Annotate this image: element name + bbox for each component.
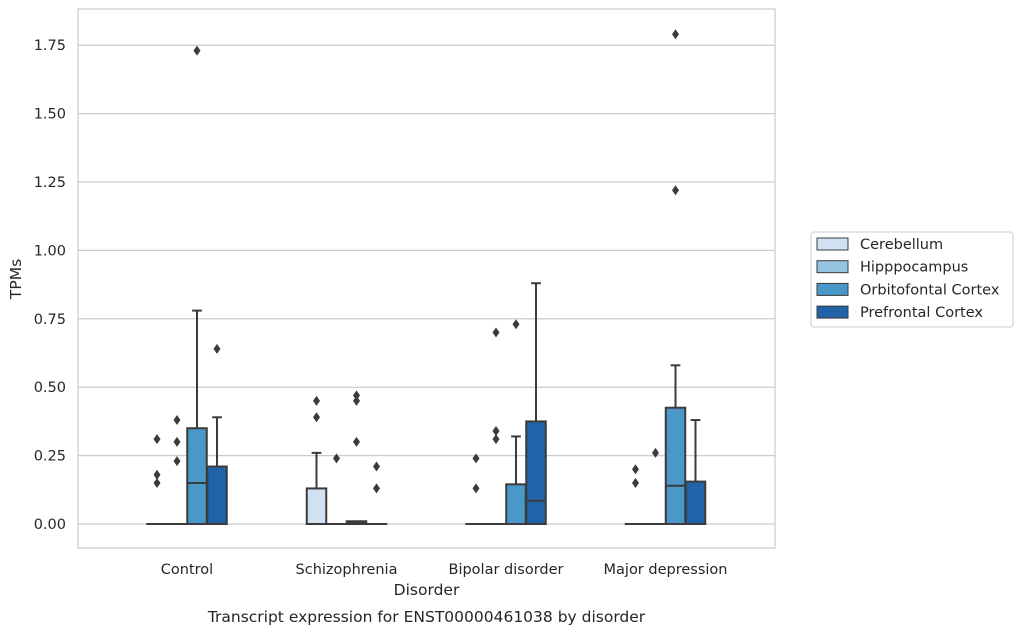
x-tick-label: Control <box>161 562 213 578</box>
box-3-1 <box>186 45 208 525</box>
y-axis-label: TPMs <box>7 259 25 300</box>
outlier-point <box>632 464 639 475</box>
y-tick-label: 0.75 <box>34 312 66 328</box>
legend: Cerebellum Hipppocampus Orbitofontal Corte… <box>810 231 1014 328</box>
chart-caption: Transcript expression for ENST0000046103… <box>207 608 646 626</box>
outlier-point <box>213 343 221 354</box>
box-1-3 <box>465 453 487 526</box>
box-1-4 <box>624 464 647 526</box>
box-body <box>525 420 547 525</box>
box-body <box>186 427 208 525</box>
outlier-point <box>153 434 161 445</box>
outlier-point <box>472 483 480 494</box>
y-tick-label: 1.00 <box>34 243 66 259</box>
legend-swatch <box>816 237 849 251</box>
x-tick-label: Schizophrenia <box>296 562 398 578</box>
box-2-2 <box>325 453 348 526</box>
box-body <box>684 480 707 526</box>
box-4-1 <box>206 343 228 526</box>
outlier-point <box>173 436 181 447</box>
box-4-2 <box>365 461 388 526</box>
box-4-3 <box>525 282 547 525</box>
box-body <box>664 406 687 525</box>
box-3-3 <box>505 319 527 526</box>
outlier-point <box>373 483 380 494</box>
outlier-point <box>313 412 320 423</box>
outlier-point <box>632 477 639 488</box>
box-body <box>505 483 527 526</box>
x-axis-label: Disorder <box>394 581 460 599</box>
legend-entry: Prefrontal Cortex <box>860 305 983 321</box>
outlier-point <box>353 390 360 401</box>
box-3-4 <box>664 29 687 525</box>
box-body <box>206 465 228 526</box>
outlier-point <box>353 395 360 406</box>
outlier-point <box>313 395 320 406</box>
y-tick-label: 0.50 <box>34 380 66 396</box>
outlier-point <box>512 319 520 330</box>
outlier-point <box>672 29 679 40</box>
y-axis-ticks: 0.00 0.25 0.50 0.75 1.00 1.25 1.50 1.75 <box>34 38 66 533</box>
legend-entry: Orbitofontal Cortex <box>860 282 1000 298</box>
y-tick-label: 1.75 <box>34 38 66 54</box>
outlier-point <box>153 477 161 488</box>
outlier-point <box>193 45 201 56</box>
box-3-2 <box>345 390 368 525</box>
legend-frame <box>810 231 1014 328</box>
legend-entry: Cerebellum <box>860 237 943 253</box>
outlier-point <box>353 436 360 447</box>
box-plot-area <box>146 29 707 526</box>
box-2-4 <box>644 447 667 526</box>
box-4-4 <box>684 419 707 526</box>
outlier-point <box>672 185 679 196</box>
plot-frame <box>77 8 776 549</box>
box-1-1 <box>146 434 168 526</box>
outlier-point <box>173 415 181 426</box>
x-axis-ticks: Control Schizophrenia Bipolar disorder Majo… <box>161 562 728 578</box>
box-1-2 <box>305 395 328 526</box>
y-tick-label: 0.25 <box>34 449 66 465</box>
x-tick-label: Major depression <box>604 562 728 578</box>
outlier-point <box>492 425 500 436</box>
legend-entry: Hipppocampus <box>860 260 968 276</box>
y-tick-label: 1.25 <box>34 175 66 191</box>
outlier-point <box>173 456 181 467</box>
outlier-point <box>373 461 380 472</box>
box-body <box>305 487 328 526</box>
outlier-point <box>652 447 659 458</box>
legend-swatch <box>816 305 849 319</box>
legend-swatch <box>816 260 849 274</box>
y-tick-label: 1.50 <box>34 107 66 123</box>
outlier-point <box>492 434 500 445</box>
outlier-point <box>472 453 480 464</box>
outlier-point <box>492 327 500 338</box>
outlier-point <box>333 453 340 464</box>
box-2-1 <box>166 415 188 526</box>
legend-swatch <box>816 282 849 296</box>
y-tick-label: 0.00 <box>34 517 66 533</box>
outlier-point <box>153 469 161 480</box>
x-tick-label: Bipolar disorder <box>449 562 564 578</box>
box-2-3 <box>485 327 507 526</box>
